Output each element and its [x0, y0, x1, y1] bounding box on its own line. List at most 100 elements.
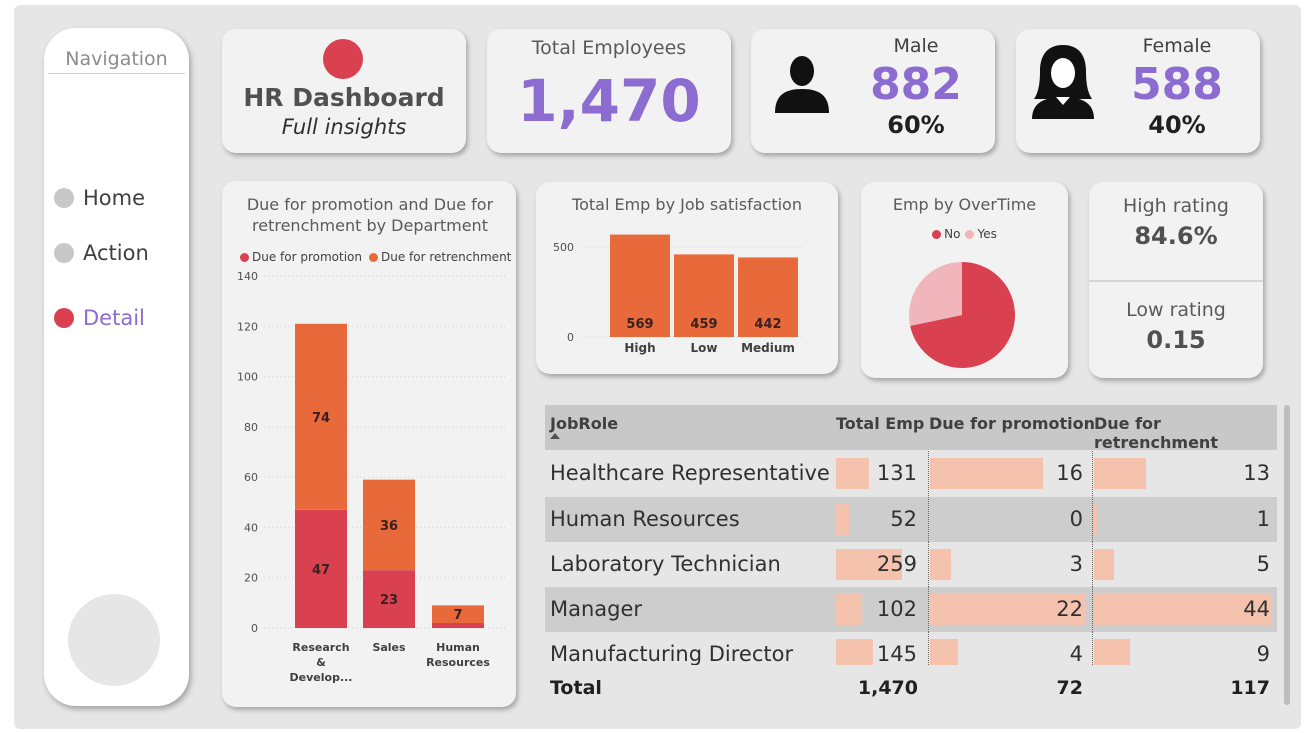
legend-no-label: No	[944, 227, 961, 241]
total-emp-databar	[836, 549, 902, 580]
due-promotion-cell: 4	[1069, 642, 1083, 665]
female-percent: 40%	[1148, 111, 1206, 139]
table-row[interactable]: Healthcare Representative 131 16 13	[545, 451, 1277, 496]
total-row-total-emp: 1,470	[857, 677, 918, 699]
table-row[interactable]: Human Resources 52 0 1	[545, 497, 1277, 542]
no-legend-dot-icon	[932, 229, 942, 239]
high-rating-value: 84.6%	[1134, 222, 1218, 250]
department-data-label-promotion: 47	[312, 563, 330, 578]
promotion-column-divider	[928, 587, 929, 632]
ratings-card: High rating 84.6% Low rating 0.15	[1089, 182, 1263, 378]
department-y-tick-label: 100	[237, 371, 258, 384]
total-emp-databar	[836, 594, 862, 625]
jobrole-cell: Manager	[550, 597, 643, 621]
male-percent: 60%	[887, 111, 945, 139]
overtime-legend: No Yes	[861, 227, 1068, 241]
department-y-tick-label: 120	[237, 320, 258, 333]
retrenchment-databar	[1094, 594, 1271, 625]
promotion-databar	[930, 549, 952, 580]
table-row[interactable]: Laboratory Technician 259 3 5	[545, 542, 1277, 587]
logo-circle-icon	[323, 39, 363, 79]
due-promotion-cell: 16	[1056, 461, 1083, 485]
department-bar-retrenchment	[363, 479, 415, 571]
job-satisfaction-y-tick-label: 0	[567, 331, 574, 344]
male-card: Male 882 60%	[751, 29, 995, 153]
column-header-total-emp[interactable]: Total Emp	[836, 414, 925, 433]
due-promotion-cell: 0	[1069, 507, 1083, 531]
column-header-due-retrenchment[interactable]: Due for retrenchment	[1094, 414, 1218, 452]
total-employees-card: Total Employees 1,470	[487, 29, 731, 153]
due-promotion-cell: 3	[1069, 552, 1083, 576]
department-data-label-retrenchment: 74	[312, 411, 330, 426]
nav-item-action-label: Action	[83, 241, 149, 265]
total-emp-cell: 52	[890, 507, 917, 531]
legend-retrenchment-label: Due for retrenchment	[381, 250, 512, 264]
department-y-tick-label: 20	[244, 572, 258, 585]
nav-item-home[interactable]: Home	[54, 186, 145, 210]
total-emp-cell: 259	[876, 552, 917, 576]
male-value: 882	[870, 59, 962, 110]
nav-item-action[interactable]: Action	[54, 241, 149, 265]
detail-dot-icon	[54, 308, 74, 328]
navigation-title: Navigation	[48, 48, 185, 74]
promotion-databar	[930, 594, 1085, 625]
due-retrenchment-cell: 9	[1256, 642, 1270, 665]
promotion-column-divider	[928, 451, 929, 496]
job-satisfaction-x-tick-label: Medium	[741, 341, 795, 355]
low-rating-label: Low rating	[1126, 299, 1226, 321]
overtime-pie-slice-yes	[909, 262, 962, 326]
home-dot-icon	[54, 188, 74, 208]
department-bar-retrenchment	[432, 605, 484, 623]
job-satisfaction-data-label: 442	[754, 317, 781, 332]
job-satisfaction-plot: 0 500 569 High 459 Low 442 Medium	[553, 234, 804, 355]
total-row-label: Total	[550, 677, 602, 699]
low-rating-value: 0.15	[1146, 326, 1206, 354]
department-y-tick-label: 0	[251, 622, 258, 635]
nav-circle-button[interactable]	[68, 594, 160, 686]
department-x-tick-label: Sales	[372, 641, 406, 654]
nav-item-detail[interactable]: Detail	[54, 306, 145, 330]
legend-promotion-label: Due for promotion	[252, 250, 363, 264]
promotion-databar	[930, 458, 1043, 489]
total-emp-databar	[836, 458, 870, 489]
header-card: HR Dashboard Full insights	[222, 29, 466, 153]
department-data-label-retrenchment: 7	[453, 608, 462, 623]
department-bar-promotion	[363, 570, 415, 628]
jobrole-cell: Healthcare Representative	[550, 461, 830, 485]
dashboard-title: HR Dashboard	[243, 83, 445, 112]
table-total-row	[545, 666, 1277, 706]
female-card: Female 588 40%	[1016, 29, 1260, 153]
total-emp-cell: 145	[876, 642, 917, 665]
total-row-due-promotion: 72	[1056, 677, 1083, 699]
job-satisfaction-card: Total Emp by Job satisfaction 0 500 569 Hig…	[536, 182, 838, 374]
table-row[interactable]: Manufacturing Director 145 4 9	[545, 632, 1277, 665]
column-header-jobrole[interactable]: JobRole	[550, 414, 619, 433]
table-row[interactable]: Manager 102 22 44	[545, 587, 1277, 632]
retrenchment-databar	[1094, 639, 1131, 665]
action-dot-icon	[54, 243, 74, 263]
high-rating-label: High rating	[1123, 195, 1229, 217]
promotion-column-divider	[928, 542, 929, 587]
female-label: Female	[1142, 35, 1212, 57]
department-data-label-promotion: 23	[380, 593, 398, 608]
overtime-title: Emp by OverTime	[892, 195, 1037, 214]
job-satisfaction-x-tick-label: Low	[691, 341, 718, 355]
male-person-icon	[775, 56, 829, 113]
total-employees-label: Total Employees	[531, 37, 687, 59]
sort-ascending-icon[interactable]	[550, 433, 560, 439]
department-bar-promotion	[295, 509, 347, 628]
job-satisfaction-data-label: 459	[690, 317, 717, 332]
job-satisfaction-x-tick-label: High	[624, 341, 655, 355]
department-bar-promotion	[432, 622, 484, 628]
department-y-tick-label: 40	[244, 521, 258, 534]
retrenchment-databar	[1094, 458, 1147, 489]
retrenchment-databar	[1094, 504, 1099, 535]
overtime-pie-slice-no	[910, 262, 1015, 368]
total-emp-cell: 131	[876, 461, 917, 485]
job-satisfaction-bar	[610, 234, 670, 337]
table-scrollbar[interactable]	[1284, 405, 1290, 705]
department-chart-legend: Due for promotion Due for retrenchment	[240, 250, 511, 264]
column-header-due-promotion[interactable]: Due for promotion	[929, 414, 1096, 433]
retrenchment-column-divider	[1092, 451, 1093, 496]
department-bar-retrenchment	[295, 323, 347, 510]
